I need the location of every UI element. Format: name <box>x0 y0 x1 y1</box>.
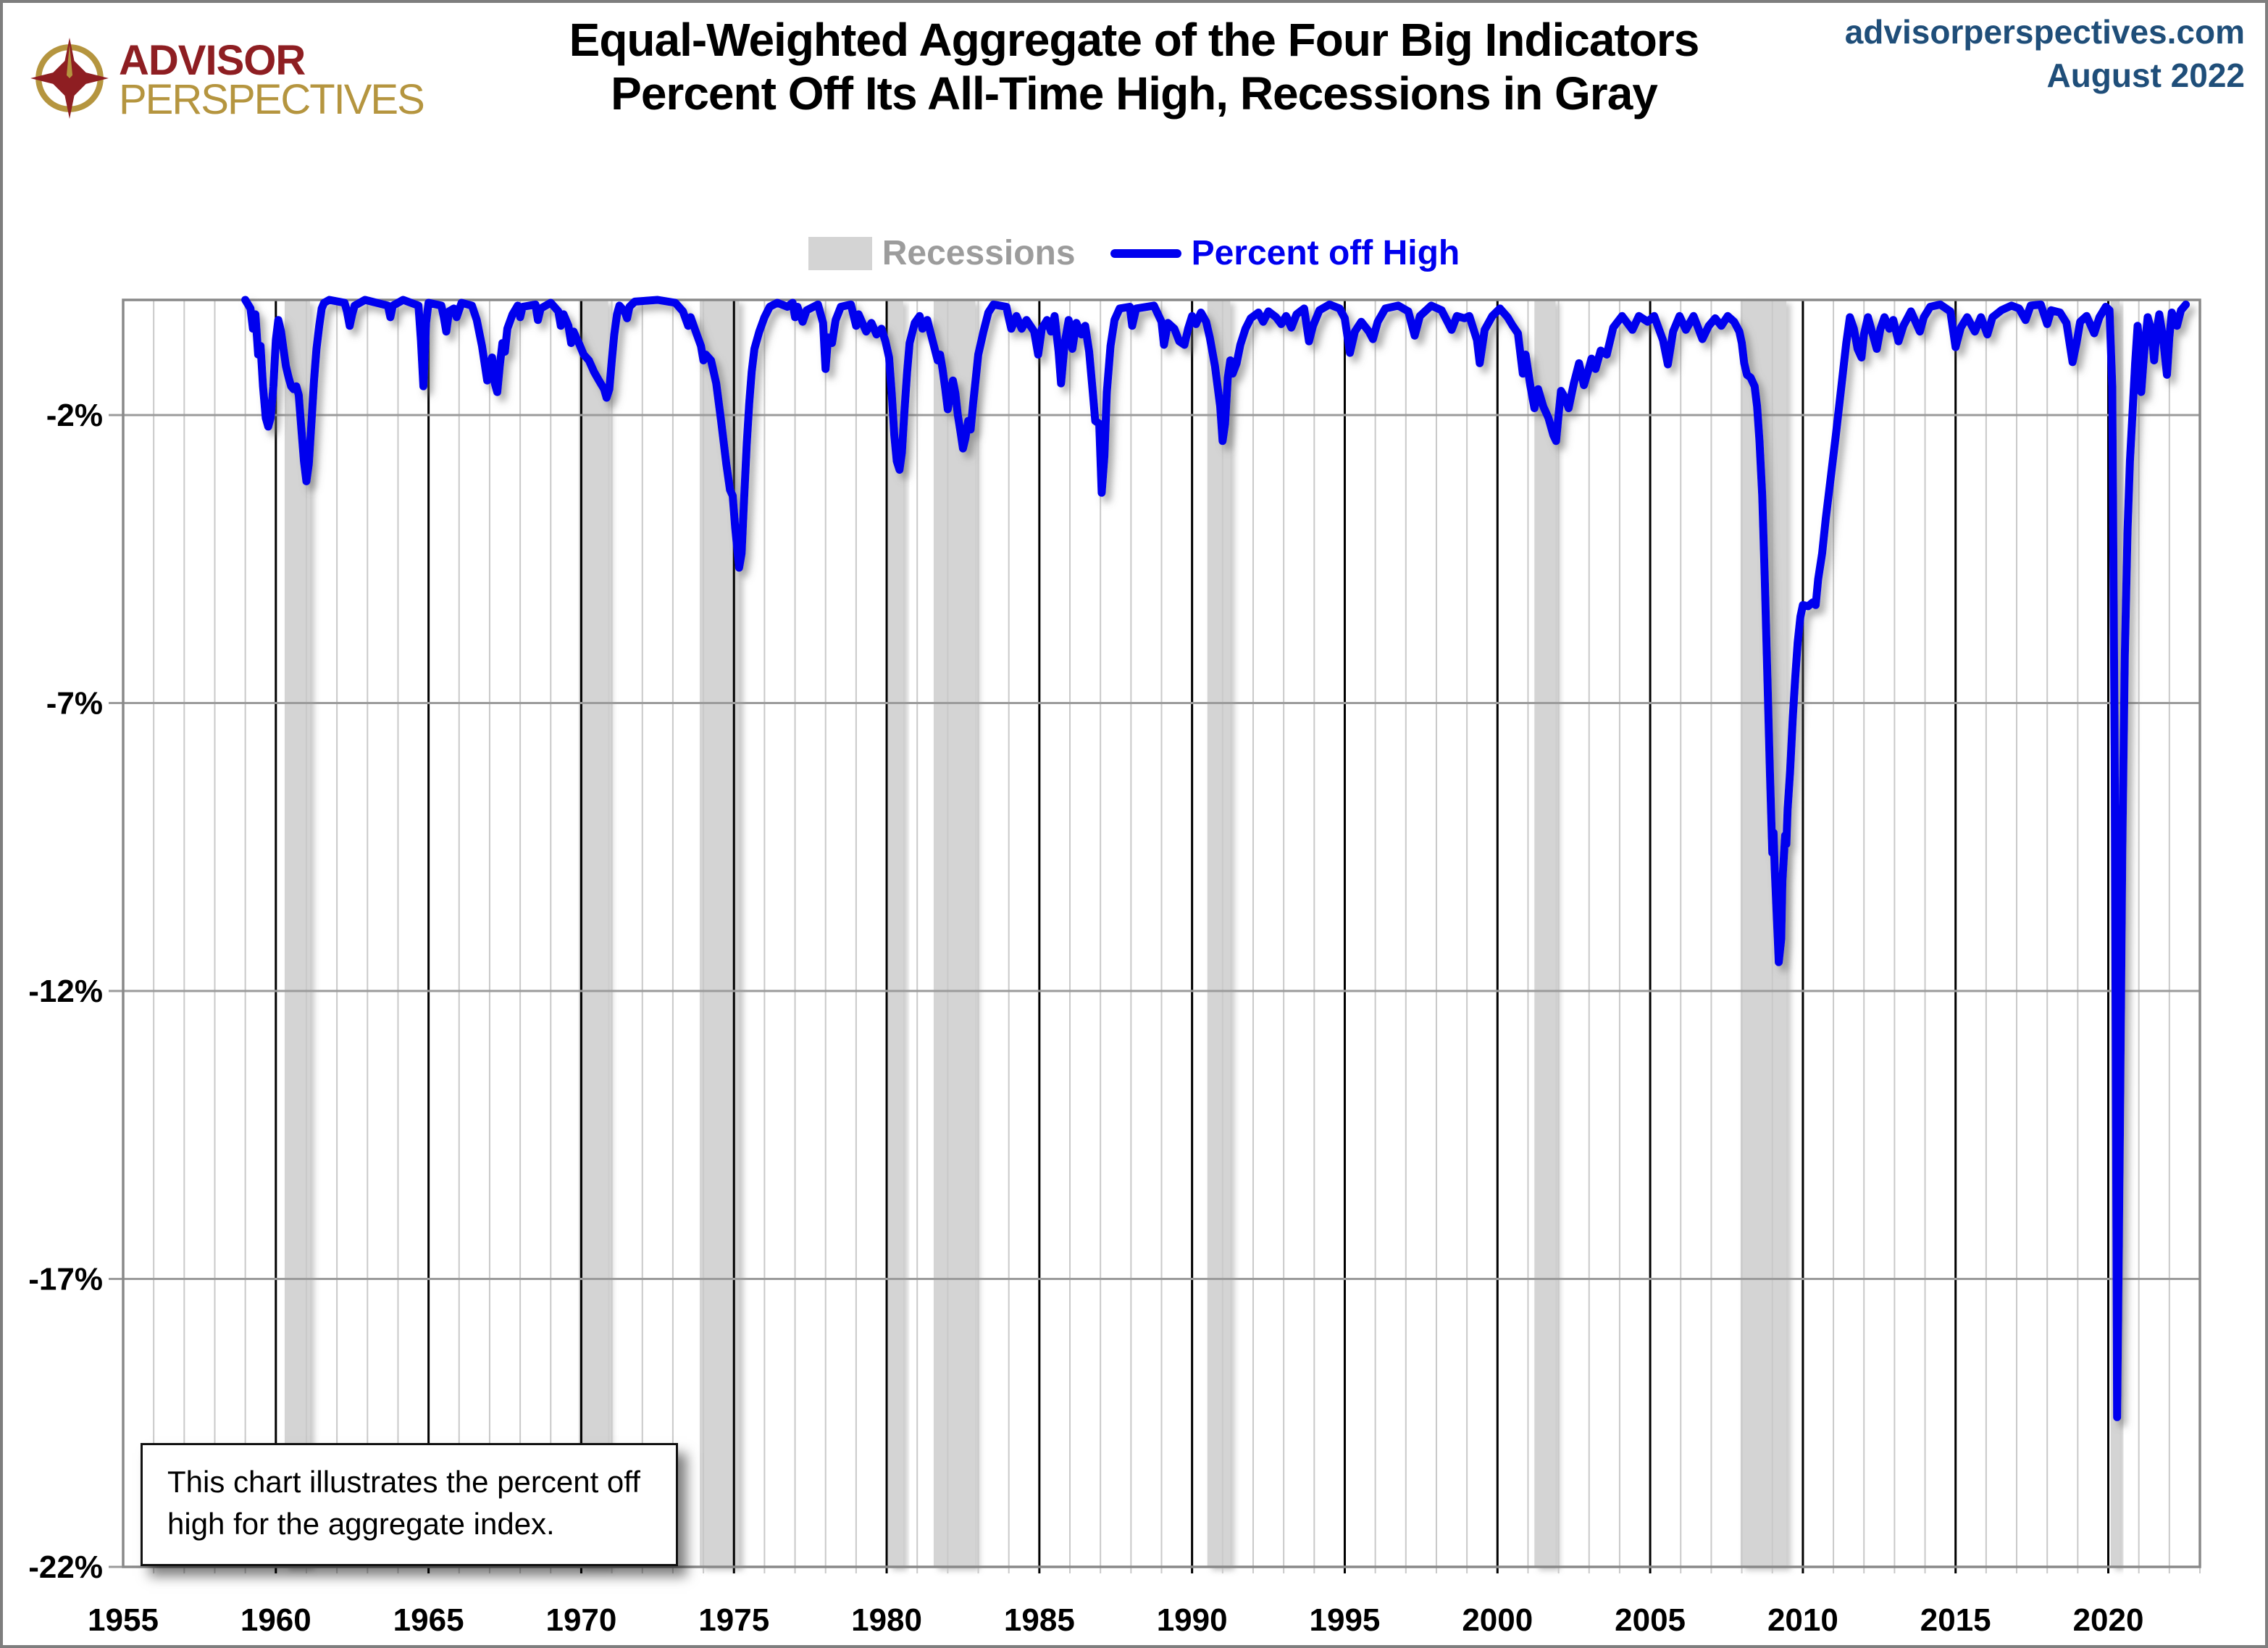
chart-title: Equal-Weighted Aggregate of the Four Big… <box>3 13 2265 120</box>
x-axis-tick-label: 1985 <box>1004 1602 1075 1638</box>
y-axis-tick-label: -22% <box>28 1549 103 1585</box>
source-date: August 2022 <box>2046 57 2245 94</box>
legend-item-recessions: Recessions <box>808 233 1076 273</box>
chart-canvas: 1955 1960 1965 1970 1975 1980 1985 1990 1995 2000… <box>28 296 2201 1638</box>
logo-word-advisor: ADVISOR <box>119 36 306 84</box>
plot-border <box>122 298 2201 1568</box>
x-axis-tick-label: 2015 <box>1920 1602 1991 1638</box>
annotation-text: This chart illustrates the percent off h… <box>167 1465 640 1541</box>
logo-word-perspectives: PERSPECTIVES <box>119 75 425 123</box>
y-axis-tick-label: -7% <box>46 686 103 721</box>
y-axis-tick-label: -12% <box>28 974 103 1009</box>
series-line-swatch <box>1110 248 1181 258</box>
horizontal-gridlines <box>109 414 2200 1568</box>
legend: Recessions Percent off High <box>3 233 2265 273</box>
chart-title-line2: Percent Off Its All-Time High, Recession… <box>611 67 1658 120</box>
recession-bands <box>285 300 2120 1567</box>
x-axis-tick-label: 1990 <box>1157 1602 1228 1638</box>
source-url: advisorperspectives.com <box>1844 13 2245 51</box>
x-axis-tick-label: 1995 <box>1310 1602 1381 1638</box>
x-axis-tick-label: 1960 <box>240 1602 311 1638</box>
recession-band <box>1534 300 1556 1567</box>
recession-band <box>887 300 903 1567</box>
x-axis-tick-label: 2020 <box>2073 1602 2144 1638</box>
recession-band <box>933 300 976 1567</box>
x-axis-tick-label: 1965 <box>393 1602 464 1638</box>
x-axis-tick-labels: 1955 1960 1965 1970 1975 1980 1985 1990 1995 2000… <box>88 1602 2143 1638</box>
x-axis-tick-label: 1980 <box>851 1602 922 1638</box>
x-axis-tick-label: 2010 <box>1767 1602 1838 1638</box>
y-axis-tick-label: -17% <box>28 1262 103 1297</box>
recession-band <box>579 300 608 1567</box>
advisor-perspectives-logo: ADVISOR PERSPECTIVES <box>29 36 425 123</box>
source-block: advisorperspectives.com August 2022 <box>1845 10 2245 97</box>
annotation-box: This chart illustrates the percent off h… <box>141 1443 678 1566</box>
x-axis-tick-label: 1955 <box>88 1602 159 1638</box>
year-gridlines <box>153 300 2201 1573</box>
x-axis-tick-label: 2000 <box>1462 1602 1533 1638</box>
compass-star-icon <box>29 38 110 122</box>
legend-series-label: Percent off High <box>1191 234 1460 272</box>
legend-item-percent-off-high: Percent off High <box>1110 233 1460 273</box>
x-axis-tick-label: 1970 <box>545 1602 616 1638</box>
chart-title-line1: Equal-Weighted Aggregate of the Four Big… <box>569 14 1700 66</box>
y-axis-tick-label: -2% <box>46 398 103 433</box>
x-axis-tick-label: 2005 <box>1615 1602 1686 1638</box>
recession-band <box>1207 300 1231 1567</box>
percent-off-high-line <box>241 296 2190 1421</box>
y-axis-tick-labels: -2% -7% -12% -17% -22% <box>28 398 103 1585</box>
x-axis-tick-label: 1975 <box>698 1602 769 1638</box>
recession-swatch <box>808 236 872 270</box>
legend-recessions-label: Recessions <box>882 234 1076 272</box>
